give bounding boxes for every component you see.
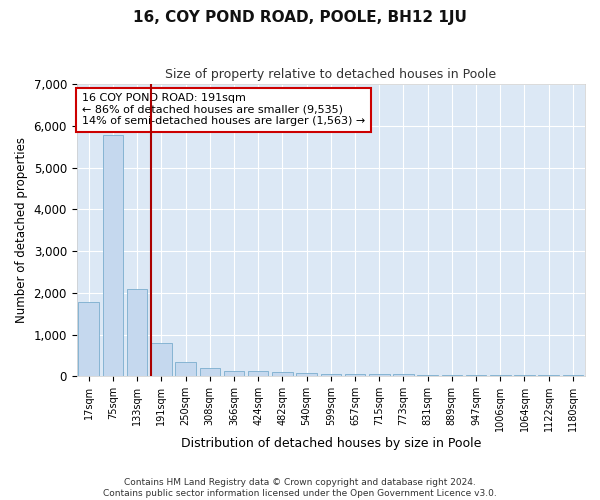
Bar xyxy=(175,362,196,376)
Bar xyxy=(224,371,244,376)
Bar xyxy=(320,374,341,376)
Y-axis label: Number of detached properties: Number of detached properties xyxy=(15,138,28,324)
Title: Size of property relative to detached houses in Poole: Size of property relative to detached ho… xyxy=(165,68,496,80)
Bar xyxy=(272,372,293,376)
Bar xyxy=(418,374,438,376)
Bar xyxy=(393,374,414,376)
Bar xyxy=(103,136,123,376)
Bar xyxy=(127,288,148,376)
Bar xyxy=(563,375,583,376)
Bar xyxy=(200,368,220,376)
Bar xyxy=(369,374,389,376)
Text: Contains HM Land Registry data © Crown copyright and database right 2024.
Contai: Contains HM Land Registry data © Crown c… xyxy=(103,478,497,498)
Bar xyxy=(490,375,511,376)
Text: 16, COY POND ROAD, POOLE, BH12 1JU: 16, COY POND ROAD, POOLE, BH12 1JU xyxy=(133,10,467,25)
Bar xyxy=(538,375,559,376)
Bar xyxy=(151,343,172,376)
Bar xyxy=(248,372,268,376)
Bar xyxy=(79,302,99,376)
Bar xyxy=(514,375,535,376)
X-axis label: Distribution of detached houses by size in Poole: Distribution of detached houses by size … xyxy=(181,437,481,450)
Bar xyxy=(442,374,462,376)
Bar xyxy=(296,373,317,376)
Bar xyxy=(466,375,487,376)
Bar xyxy=(345,374,365,376)
Text: 16 COY POND ROAD: 191sqm
← 86% of detached houses are smaller (9,535)
14% of sem: 16 COY POND ROAD: 191sqm ← 86% of detach… xyxy=(82,93,365,126)
